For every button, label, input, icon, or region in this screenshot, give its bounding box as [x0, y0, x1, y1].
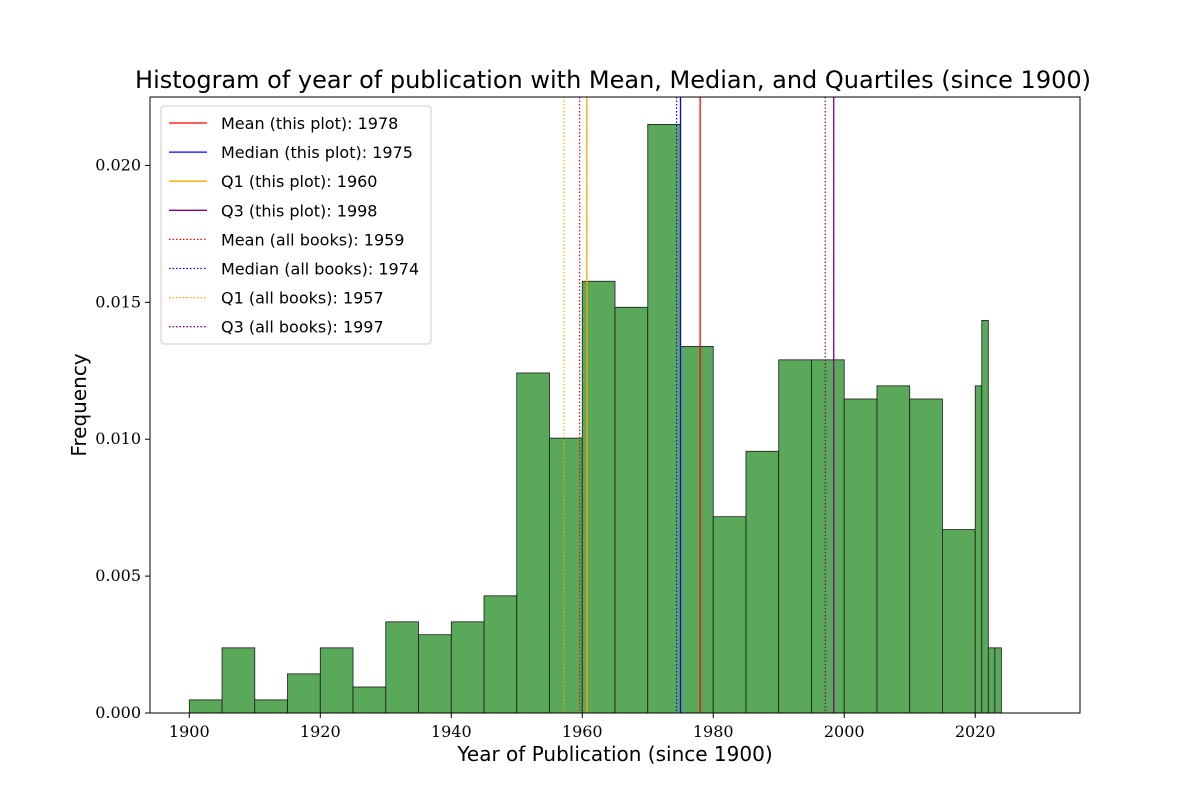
histogram-bar-14: [647, 123, 681, 714]
histogram-bar-16: [712, 516, 747, 714]
y-axis-label: Frequency: [67, 353, 91, 456]
reference-lines: [563, 97, 835, 713]
histogram-bar-1: [221, 647, 256, 714]
x-tick-label-3: 1960: [562, 722, 603, 741]
histogram-bar-2: [254, 699, 288, 714]
x-tick-label-5: 2000: [824, 722, 865, 741]
y-tick-label-2: 0.010: [95, 429, 141, 448]
histogram-bar-12: [581, 280, 616, 714]
histogram-bar-20: [843, 398, 878, 714]
histogram-bar-13: [614, 306, 649, 714]
histogram-bar-26: [987, 647, 996, 714]
histogram-bar-4: [319, 647, 354, 714]
x-axis-label: Year of Publication (since 1900): [456, 742, 772, 766]
x-tick-label-4: 1980: [693, 722, 734, 741]
y-tick-label-0: 0.000: [95, 703, 141, 722]
x-tick-label-6: 2020: [955, 722, 996, 741]
histogram-bar-7: [418, 634, 452, 714]
legend-label-3: Q3 (this plot): 1998: [221, 201, 377, 220]
histogram-bar-17: [745, 450, 780, 714]
legend-label-7: Q3 (all books): 1997: [221, 318, 384, 337]
x-tick-label-2: 1940: [431, 722, 472, 741]
legend-label-5: Median (all books): 1974: [221, 260, 419, 279]
histogram-bar-11: [549, 437, 583, 714]
legend-label-6: Q1 (all books): 1957: [221, 289, 384, 308]
histogram-bar-24: [974, 385, 983, 714]
histogram-bar-5: [352, 686, 387, 714]
legend-label-2: Q1 (this plot): 1960: [221, 172, 377, 191]
legend: Mean (this plot): 1978 Median (this plot)…: [160, 105, 432, 345]
histogram-bar-27: [994, 647, 1002, 714]
legend-label-4: Mean (all books): 1959: [221, 230, 404, 249]
y-tick-label-1: 0.005: [95, 566, 141, 585]
chart-title: Histogram of year of publication with Me…: [135, 66, 1091, 94]
y-tick-label-3: 0.015: [95, 292, 141, 311]
histogram-bar-0: [188, 699, 223, 714]
histogram-bar-9: [483, 595, 518, 714]
histogram-bar-18: [778, 359, 812, 714]
plot-frame: [149, 96, 1081, 714]
histogram-bars: [188, 123, 1002, 714]
histogram-bar-15: [680, 346, 714, 714]
histogram-bar-3: [287, 673, 321, 714]
legend-box: [160, 105, 432, 345]
histogram-bar-19: [811, 359, 845, 714]
legend-label-1: Median (this plot): 1975: [221, 143, 413, 162]
histogram-bar-10: [516, 372, 550, 714]
x-axis: 1900 1920 1940 1960 1980 2000 2020: [169, 713, 996, 741]
x-tick-label-1: 1920: [300, 722, 341, 741]
plot-area: [149, 96, 1081, 714]
legend-label-0: Mean (this plot): 1978: [221, 114, 398, 133]
histogram-bar-8: [450, 621, 485, 714]
y-tick-label-4: 0.020: [95, 155, 141, 174]
histogram-bar-22: [909, 398, 943, 714]
y-axis: 0.000 0.005 0.010 0.015 0.020: [95, 155, 150, 722]
histogram-bar-25: [981, 320, 989, 714]
histogram-bar-21: [876, 385, 911, 714]
x-tick-label-0: 1900: [169, 722, 210, 741]
histogram-bar-6: [385, 621, 419, 714]
histogram-bar-23: [942, 529, 976, 714]
